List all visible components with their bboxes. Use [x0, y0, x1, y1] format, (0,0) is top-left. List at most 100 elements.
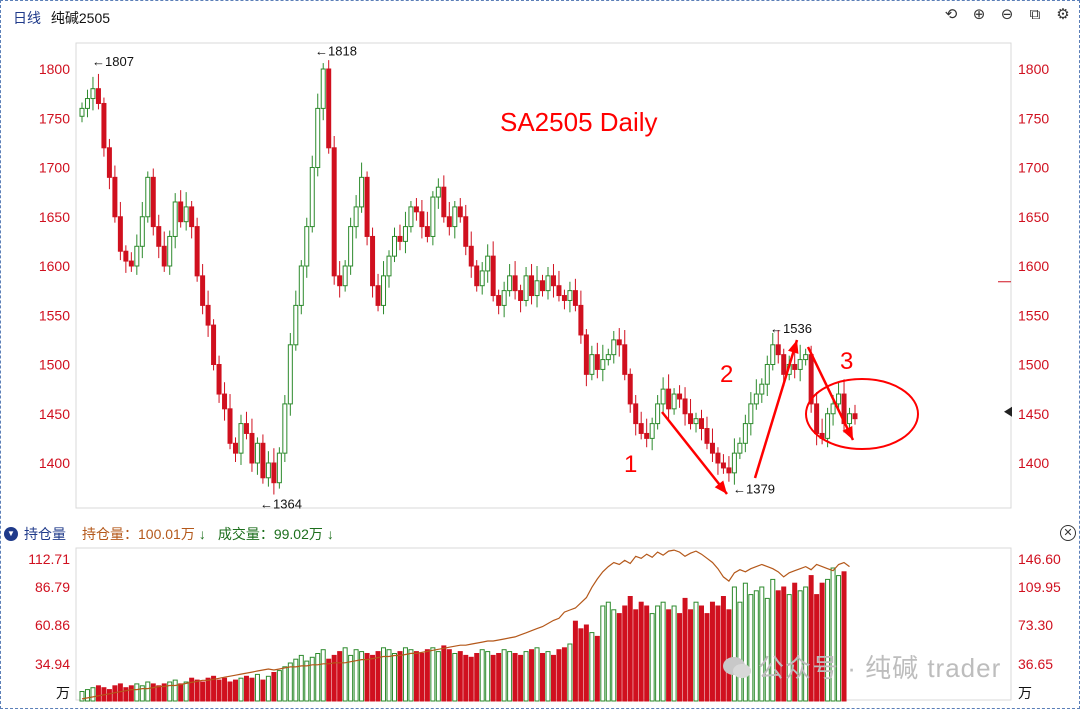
candle-body: [550, 275, 556, 287]
volume-bar: [386, 649, 392, 702]
volume-bar: [550, 654, 556, 702]
candle-body: [370, 235, 376, 287]
zoom-out-icon[interactable]: ⊖: [1000, 6, 1014, 23]
volume-bar: [622, 605, 628, 702]
volume-bar: [578, 628, 584, 702]
wave-arrow-3-head: [842, 426, 853, 440]
volume-bar: [655, 605, 661, 702]
volume-bar: [561, 647, 567, 702]
candle-body: [342, 265, 348, 287]
candle-body: [688, 413, 694, 425]
candle-body: [764, 364, 770, 385]
oi-label: 持仓量：100.01万: [82, 526, 195, 542]
volume-bar: [293, 658, 299, 702]
candle-body: [534, 280, 540, 297]
candle-body: [825, 413, 831, 439]
volume-bar: [282, 666, 288, 702]
candle-body: [852, 413, 858, 420]
candle-body: [496, 295, 502, 306]
timeframe-label[interactable]: 日线: [13, 10, 41, 26]
candle-body: [128, 260, 134, 267]
extreme-label: ←1379: [733, 482, 775, 497]
trader-drawings: SA2505 Daily 1 2 3: [500, 107, 919, 495]
candle-body: [666, 388, 672, 410]
candle-body: [720, 462, 726, 469]
extreme-label: ←1807: [92, 54, 134, 69]
candle-body: [540, 280, 546, 292]
candle-body: [238, 423, 244, 454]
volume-bar: [342, 647, 348, 702]
volume-panel-title: 持仓量: [24, 526, 66, 542]
volume-bar: [507, 651, 513, 702]
volume-bar: [814, 594, 820, 702]
candle-body: [287, 344, 293, 405]
candle-body: [529, 275, 535, 297]
volume-bar: [419, 653, 425, 702]
candle-body: [709, 442, 715, 454]
candles-layer: [79, 60, 858, 495]
volume-bar: [359, 651, 365, 702]
candle-body: [435, 186, 441, 198]
volume-bar: [435, 651, 441, 702]
volume-bar: [216, 679, 222, 702]
volume-bar: [567, 643, 573, 702]
volume-bar: [337, 651, 343, 702]
wave-label-2: 2: [720, 361, 733, 388]
volume-bar: [540, 653, 546, 702]
candle-body: [726, 467, 732, 474]
candle-body: [337, 275, 343, 287]
layout-icon[interactable]: ⧉: [1029, 6, 1041, 23]
candle-body: [677, 393, 683, 400]
candle-body: [704, 428, 710, 444]
candle-body: [671, 393, 677, 410]
collapse-icon[interactable]: ▼: [4, 527, 18, 541]
volume-bar: [836, 575, 842, 702]
current-price-pointer: [1004, 406, 1012, 417]
candle-body: [161, 245, 167, 267]
volume-bar: [227, 681, 233, 702]
candle-body: [770, 344, 776, 365]
volume-bar: [759, 586, 765, 702]
candle-body: [644, 432, 650, 439]
candle-body: [320, 68, 326, 109]
volume-bar: [364, 653, 370, 702]
volume-bar: [211, 675, 217, 702]
candle-body: [386, 255, 392, 277]
candle-body: [178, 201, 184, 223]
candle-body: [139, 216, 145, 247]
volume-bar: [529, 649, 535, 702]
candle-body: [424, 226, 430, 237]
volume-panel-header: ▼ 持仓量 持仓量：100.01万 ↓ 成交量：99.02万 ↓: [4, 524, 338, 544]
volume-bar: [331, 654, 337, 702]
candle-body: [249, 432, 255, 464]
volume-bar: [79, 691, 85, 702]
zoom-in-icon[interactable]: ⊕: [972, 6, 986, 23]
price-tick-left: 1800: [39, 61, 70, 77]
candle-body: [594, 354, 600, 370]
volume-tick-left: 34.94: [35, 656, 70, 672]
volume-bar: [611, 609, 617, 702]
focus-ellipse: [805, 378, 919, 450]
volume-bar: [512, 653, 518, 702]
price-tick-left: 1600: [39, 258, 70, 274]
volume-bar: [518, 654, 524, 702]
volume-bar: [677, 613, 683, 702]
close-panel-icon[interactable]: ✕: [1060, 525, 1076, 541]
volume-bar: [156, 685, 162, 702]
volume-bar: [271, 672, 277, 702]
candle-body: [293, 304, 299, 346]
volume-bar: [90, 687, 96, 702]
price-tick-left: 1400: [39, 455, 70, 471]
candle-body: [353, 206, 359, 228]
volume-bar: [128, 685, 134, 702]
volume-bar: [556, 649, 562, 702]
volume-bar: [479, 649, 485, 702]
candle-body: [117, 216, 123, 252]
candle-body: [512, 275, 518, 292]
candle-body: [814, 403, 820, 434]
undo-icon[interactable]: ⟲: [944, 6, 958, 23]
volume-bar: [660, 601, 666, 702]
settings-icon[interactable]: ⚙: [1056, 6, 1070, 23]
candle-body: [189, 206, 195, 228]
candle-body: [254, 442, 260, 464]
